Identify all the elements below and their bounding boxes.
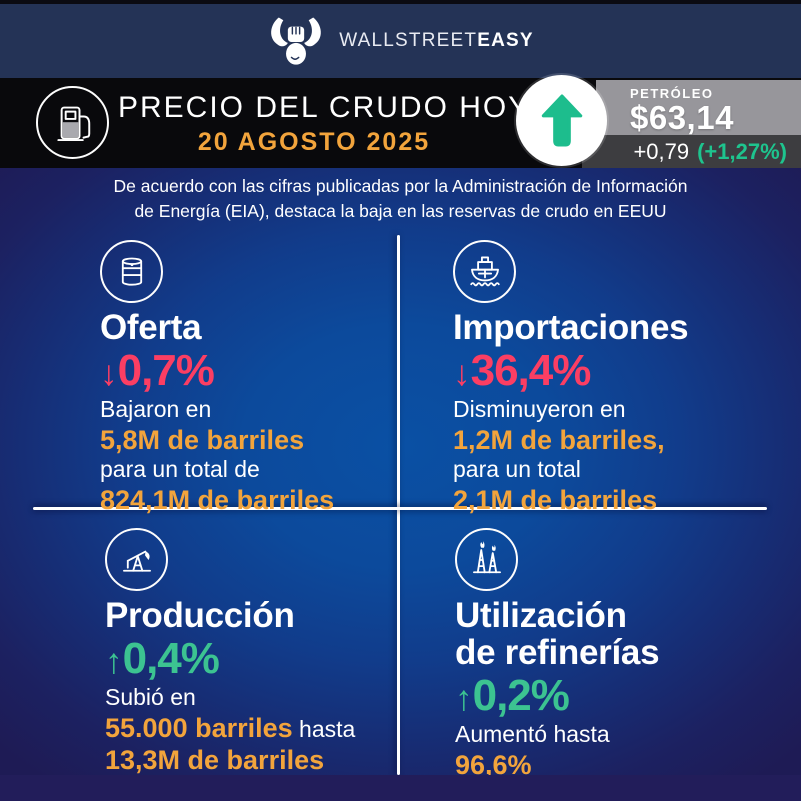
card-importaciones: Importaciones ↓36,4% Disminuyeron en 1,2…	[453, 240, 758, 515]
brand-name: WALLSTREETEASY	[339, 30, 534, 52]
vertical-divider	[397, 235, 400, 775]
card-title: Importaciones	[453, 308, 689, 347]
pumpjack-icon	[122, 550, 151, 572]
card-value: 1,2M de barriles,	[453, 424, 665, 455]
card-desc: Aumentó hasta	[455, 720, 610, 747]
card-value: 13,3M de barriles	[105, 745, 325, 776]
price-label: PETRÓLEO	[630, 86, 714, 101]
card-value: 5,8M de barriles	[100, 424, 305, 455]
oil-derrick-icon	[472, 540, 501, 573]
pumpjack-badge	[105, 528, 168, 591]
up-arrow-glyph: ↑	[455, 678, 473, 718]
card-value: 2,1M de barriles	[453, 484, 658, 515]
card-value: 96,6%	[455, 749, 532, 780]
intro-line-2: de Energía (EIA), destaca la baja en las…	[134, 200, 667, 221]
card-value: 824,1M de barriles	[100, 484, 335, 515]
intro-text: De acuerdo con las cifras publicadas por…	[0, 174, 801, 224]
footer-strip	[0, 775, 801, 801]
horizontal-divider	[33, 507, 767, 510]
price-change: +0,79	[633, 138, 690, 164]
card-produccion: Producción ↑0,4% Subió en 55.000 barrile…	[105, 528, 410, 775]
oil-barrel-badge	[100, 240, 163, 303]
card-title: Oferta	[100, 308, 202, 347]
card-desc: para un total	[453, 456, 581, 483]
price-change-percent: (+1,27%)	[697, 138, 787, 164]
up-arrow-glyph: ↑	[105, 641, 123, 681]
headline-banner: PRECIO DEL CRUDO HOY 20 AGOSTO 2025 PETR…	[0, 75, 801, 168]
card-desc: Subió en	[105, 684, 196, 711]
down-arrow-glyph: ↓	[100, 353, 118, 393]
oil-derrick-badge	[455, 528, 518, 591]
banner-date: 20 AGOSTO 2025	[197, 128, 431, 156]
intro-line-1: De acuerdo con las cifras publicadas por…	[113, 176, 688, 196]
brand-name-regular: WALLSTREET	[339, 30, 478, 51]
card-desc: para un total de	[100, 456, 260, 483]
card-percent: ↓36,4%	[453, 345, 591, 395]
fuel-pump-badge	[36, 86, 109, 159]
oil-barrel-icon	[121, 257, 142, 286]
price-box: PETRÓLEO $63,14	[596, 80, 801, 135]
up-arrow-badge	[516, 75, 607, 166]
brand-name-bold: EASY	[477, 30, 534, 51]
fuel-pump-icon	[56, 106, 90, 141]
cargo-ship-badge	[453, 240, 516, 303]
price-value: $63,14	[630, 99, 734, 136]
bull-logo-icon	[271, 17, 322, 65]
up-arrow-icon	[541, 94, 582, 146]
card-desc: Bajaron en	[100, 396, 212, 423]
card-refinerias: Utilización de refinerías ↑0,2% Aumentó …	[455, 528, 760, 780]
banner-titles: PRECIO DEL CRUDO HOY 20 AGOSTO 2025	[118, 78, 531, 168]
down-arrow-glyph: ↓	[453, 353, 471, 393]
banner-title: PRECIO DEL CRUDO HOY	[118, 91, 531, 124]
cargo-ship-icon	[469, 256, 500, 286]
main-panel: De acuerdo con las cifras publicadas por…	[0, 168, 801, 801]
card-desc: Disminuyeron en	[453, 396, 626, 423]
card-percent: ↑0,4%	[105, 633, 220, 683]
card-percent: ↓0,7%	[100, 345, 215, 395]
card-title: Producción	[105, 596, 295, 635]
card-oferta: Oferta ↓0,7% Bajaron en 5,8M de barriles…	[100, 240, 405, 515]
card-value: 55.000 barriles hasta	[105, 712, 356, 743]
card-title: Utilización de refinerías	[455, 596, 660, 672]
card-percent: ↑0,2%	[455, 670, 570, 720]
price-change-bar: +0,79 (+1,27%)	[582, 135, 801, 168]
brand-bar: WALLSTREETEASY	[0, 0, 801, 78]
